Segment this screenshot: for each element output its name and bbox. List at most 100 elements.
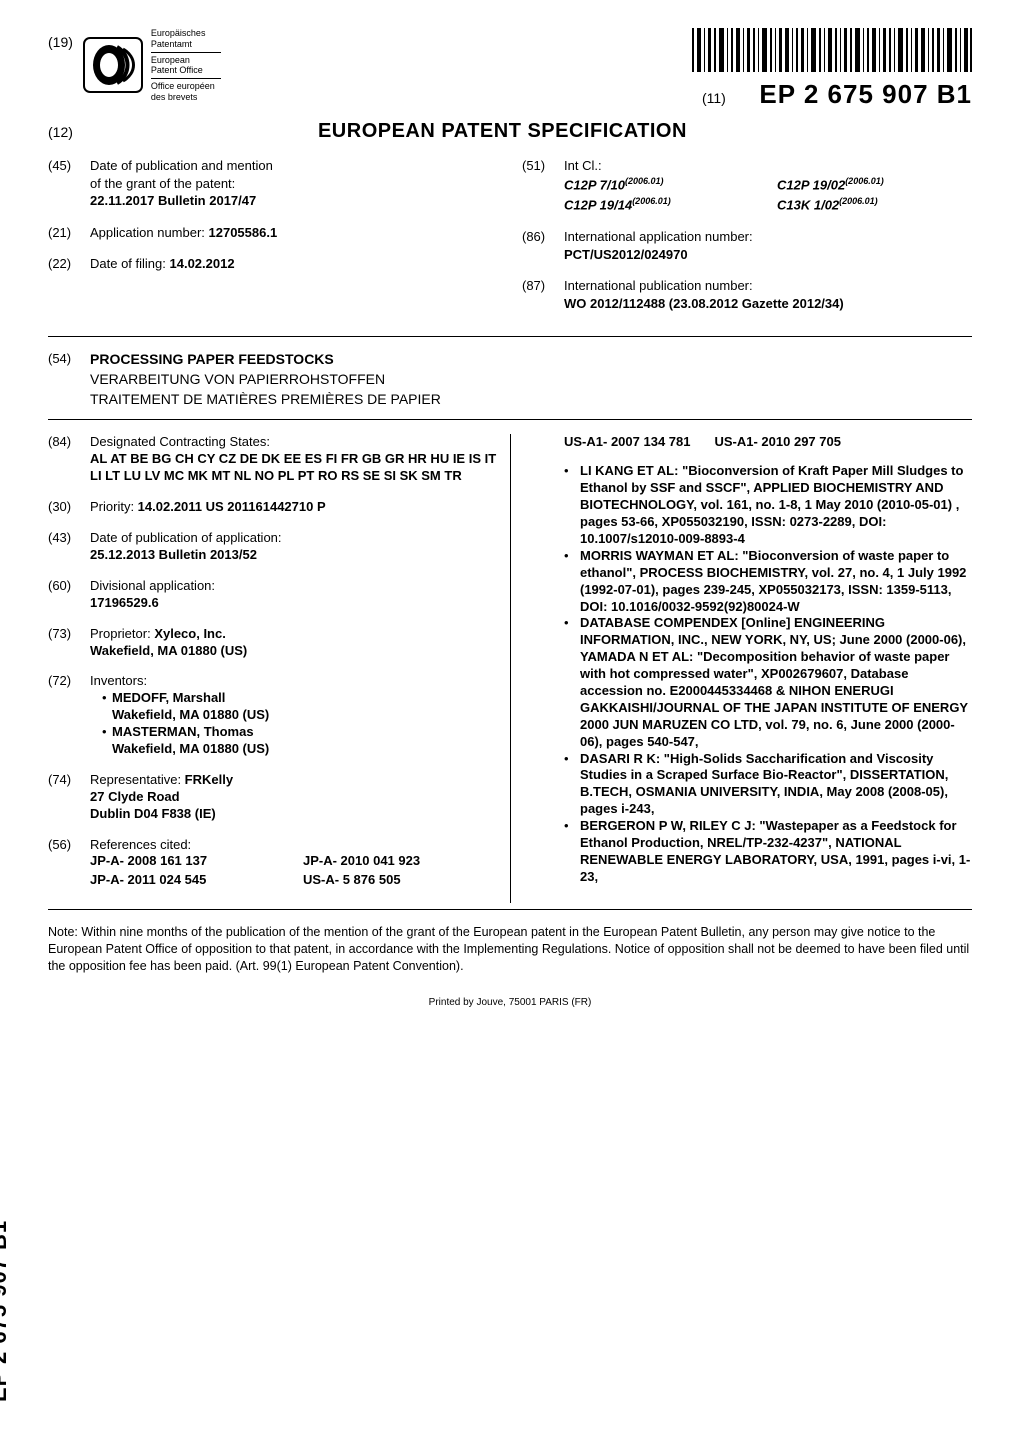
rep-name: FRKelly — [185, 772, 233, 787]
inventor-item: •MEDOFF, Marshall Wakefield, MA 01880 (U… — [90, 690, 498, 724]
header-right: (11) EP 2 675 907 B1 — [692, 28, 972, 110]
field-num: (72) — [48, 673, 82, 757]
logo-label: Office européen — [151, 81, 221, 92]
field-num: (21) — [48, 224, 82, 242]
citation-list: •LI KANG ET AL: "Bioconversion of Kraft … — [522, 463, 972, 885]
field-value: 14.02.2012 — [170, 256, 235, 271]
citation-item: •DASARI R K: "High-Solids Saccharificati… — [564, 751, 972, 819]
epo-logo-block: Europäisches Patentamt European Patent O… — [83, 28, 221, 103]
intcl-code: C12P 7/10 — [564, 177, 625, 192]
logo-divider — [151, 52, 221, 53]
citation-text: DATABASE COMPENDEX [Online] ENGINEERING … — [580, 615, 972, 750]
epo-logo-labels: Europäisches Patentamt European Patent O… — [151, 28, 221, 103]
logo-label: Patentamt — [151, 39, 221, 50]
inventor-name: MEDOFF, Marshall — [112, 690, 225, 705]
lower-block: (84) Designated Contracting States: AL A… — [48, 434, 972, 903]
field-num: (56) — [48, 837, 82, 890]
header-top-row: (19) Europäisches Patentamt European Pat… — [48, 28, 972, 110]
field-21: (21) Application number: 12705586.1 — [48, 224, 498, 242]
field-num: (86) — [522, 228, 556, 263]
intcl-code: C13K 1/02 — [777, 198, 839, 213]
field-num: (87) — [522, 277, 556, 312]
citation-item: •MORRIS WAYMAN ET AL: "Bioconversion of … — [564, 548, 972, 616]
ref-pair: US-A1- 2007 134 781 US-A1- 2010 297 705 — [522, 434, 972, 451]
title-en: PROCESSING PAPER FEEDSTOCKS — [90, 351, 334, 367]
field-56: (56) References cited: JP-A- 2008 161 13… — [48, 837, 498, 890]
intcl-code: C12P 19/02 — [777, 177, 845, 192]
citation-text: DASARI R K: "High-Solids Saccharificatio… — [580, 751, 972, 819]
citation-item: •LI KANG ET AL: "Bioconversion of Kraft … — [564, 463, 972, 547]
spine-pubnum: EP 2 675 907 B1 — [0, 1220, 12, 1402]
refs-grid: JP-A- 2008 161 137 JP-A- 2010 041 923 JP… — [90, 853, 498, 889]
field-text: Date of publication and mention — [90, 157, 498, 175]
field-num: (60) — [48, 578, 82, 612]
intcl-code: C12P 19/14 — [564, 198, 632, 213]
epo-logo-icon — [83, 37, 143, 93]
field-43: (43) Date of publication of application:… — [48, 530, 498, 564]
field-51: (51) Int Cl.: C12P 7/10(2006.01) C12P 19… — [522, 157, 972, 214]
field-value: 17196529.6 — [90, 595, 498, 612]
printer-footer: Printed by Jouve, 75001 PARIS (FR) — [48, 997, 972, 1008]
rule-3 — [48, 909, 972, 910]
ref-item: US-A- 5 876 505 — [303, 872, 498, 889]
field-label: Representative: — [90, 772, 185, 787]
field-84: (84) Designated Contracting States: AL A… — [48, 434, 498, 485]
field-value: PCT/US2012/024970 — [564, 246, 972, 264]
intcl-year: (2006.01) — [839, 196, 878, 206]
field-11: (11) — [702, 90, 726, 106]
field-87: (87) International publication number: W… — [522, 277, 972, 312]
logo-label: European — [151, 55, 221, 66]
field-label: Priority: — [90, 499, 138, 514]
publication-number: EP 2 675 907 B1 — [759, 79, 972, 109]
ref-item: US-A1- 2007 134 781 — [564, 434, 690, 451]
field-value: 12705586.1 — [209, 225, 278, 240]
citation-item: •DATABASE COMPENDEX [Online] ENGINEERING… — [564, 615, 972, 750]
citation-text: MORRIS WAYMAN ET AL: "Bioconversion of w… — [580, 548, 972, 616]
field-19: (19) — [48, 28, 73, 50]
field-text: of the grant of the patent: — [90, 175, 498, 193]
spec-title-row: (12) EUROPEAN PATENT SPECIFICATION — [48, 120, 972, 143]
field-text: International publication number: — [564, 277, 972, 295]
field-22: (22) Date of filing: 14.02.2012 — [48, 255, 498, 273]
rule-2 — [48, 419, 972, 420]
field-num: (54) — [48, 351, 82, 367]
biblio-left: (45) Date of publication and mention of … — [48, 157, 498, 326]
field-num: (74) — [48, 772, 82, 823]
intcl-year: (2006.01) — [625, 176, 664, 186]
intcl-year: (2006.01) — [632, 196, 671, 206]
citation-item: •BERGERON P W, RILEY C J: "Wastepaper as… — [564, 818, 972, 886]
field-label: Date of publication of application: — [90, 530, 498, 547]
logo-label: des brevets — [151, 92, 221, 103]
field-value: 14.02.2011 US 201161442710 P — [138, 499, 326, 514]
citation-text: BERGERON P W, RILEY C J: "Wastepaper as … — [580, 818, 972, 886]
logo-divider — [151, 78, 221, 79]
field-num: (30) — [48, 499, 82, 516]
citation-text: LI KANG ET AL: "Bioconversion of Kraft P… — [580, 463, 972, 547]
pubnum-row: (11) EP 2 675 907 B1 — [692, 79, 972, 110]
field-60: (60) Divisional application: 17196529.6 — [48, 578, 498, 612]
field-num: (45) — [48, 157, 82, 210]
field-num: (84) — [48, 434, 82, 485]
field-num: (43) — [48, 530, 82, 564]
spec-title: EUROPEAN PATENT SPECIFICATION — [93, 120, 972, 143]
field-74: (74) Representative: FRKelly 27 Clyde Ro… — [48, 772, 498, 823]
intcl-grid: C12P 7/10(2006.01) C12P 19/02(2006.01) C… — [564, 175, 972, 215]
field-45: (45) Date of publication and mention of … — [48, 157, 498, 210]
header-left: (19) Europäisches Patentamt European Pat… — [48, 28, 221, 103]
inventor-item: •MASTERMAN, Thomas Wakefield, MA 01880 (… — [90, 724, 498, 758]
field-value: WO 2012/112488 (23.08.2012 Gazette 2012/… — [564, 295, 972, 313]
rep-addr: Dublin D04 F838 (IE) — [90, 806, 498, 823]
ref-item: JP-A- 2010 041 923 — [303, 853, 498, 870]
field-label: Proprietor: — [90, 626, 154, 641]
ref-item: JP-A- 2008 161 137 — [90, 853, 285, 870]
opposition-note: Note: Within nine months of the publicat… — [48, 924, 972, 975]
field-text: International application number: — [564, 228, 972, 246]
field-30: (30) Priority: 14.02.2011 US 20116144271… — [48, 499, 498, 516]
intcl-label: Int Cl.: — [564, 157, 972, 175]
field-text: Application number: — [90, 225, 209, 240]
proprietor-name: Xyleco, Inc. — [154, 626, 226, 641]
field-72: (72) Inventors: •MEDOFF, Marshall Wakefi… — [48, 673, 498, 757]
biblio-right: (51) Int Cl.: C12P 7/10(2006.01) C12P 19… — [522, 157, 972, 326]
field-value: 22.11.2017 Bulletin 2017/47 — [90, 192, 498, 210]
field-label: Divisional application: — [90, 578, 498, 595]
